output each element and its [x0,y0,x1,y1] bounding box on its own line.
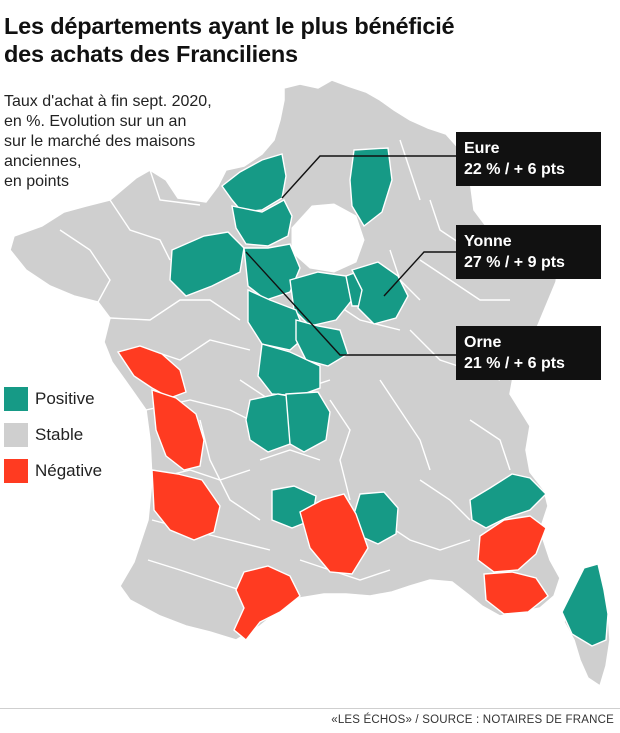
legend-label-positive: Positive [35,389,95,408]
callout-yonne-name: Yonne [464,233,512,250]
legend-swatch-positive [4,387,28,411]
callout-eure: Eure 22 % / + 6 pts [456,132,601,186]
ile-de-france [291,203,365,273]
dept-puy [285,391,331,453]
positive-departments [169,147,609,647]
dept-yonne [351,261,409,325]
title-line-2: des achats des Franciliens [4,41,298,67]
callout-orne: Orne 21 % / + 6 pts [456,326,601,380]
dept-oise [349,147,393,228]
title-line-1: Les départements ayant le plus bénéficié [4,13,455,39]
subtitle-line-3: sur le marché des maisons [4,133,196,150]
dept-bouches-du-rhone [483,571,549,615]
legend-swatch-negative [4,459,28,483]
eure-leader [281,155,456,199]
dept-calvados-west [169,231,245,297]
dept-vendee [116,345,187,399]
callout-orne-name: Orne [464,334,502,351]
legend-label-stable: Stable [35,425,84,444]
chart-subtitle: Taux d'achat à fin sept. 2020, en %. Evo… [4,92,264,192]
yonne-leader [383,251,456,297]
callout-eure-name: Eure [464,140,500,157]
callout-yonne: Yonne 27 % / + 9 pts [456,225,601,279]
callout-yonne-value: 27 % / + 9 pts [464,254,565,271]
callout-lines [245,155,456,356]
dept-charente-maritime [151,388,205,471]
dept-corse [561,563,609,647]
negative-departments [116,345,549,642]
legend-label-negative: Négative [35,461,103,480]
dept-alpes-haute-provence [477,515,547,573]
dept-hautes-alpes [469,473,547,529]
callout-orne-value: 21 % / + 6 pts [464,355,565,372]
orne-leader [245,251,456,356]
callout-eure-value: 22 % / + 6 pts [464,161,565,178]
dept-manche [221,153,287,213]
dept-haute-garonne [233,565,301,642]
dept-gironde [151,469,221,541]
subtitle-line-4: anciennes, [4,153,82,170]
dept-eure [231,199,293,247]
dept-aveyron [299,493,369,575]
source-note: «LES ÉCHOS» / SOURCE : NOTAIRES DE FRANC… [331,714,614,726]
subtitle-line-1: Taux d'achat à fin sept. 2020, [4,93,212,110]
subtitle-line-2: en %. Evolution sur un an [4,113,187,130]
dept-loir-et-cher [295,319,349,367]
legend-swatch-stable [4,423,28,447]
chart-title: Les départements ayant le plus bénéficié… [4,12,616,68]
subtitle-line-5: en points [4,173,69,190]
footer-divider [0,708,620,709]
